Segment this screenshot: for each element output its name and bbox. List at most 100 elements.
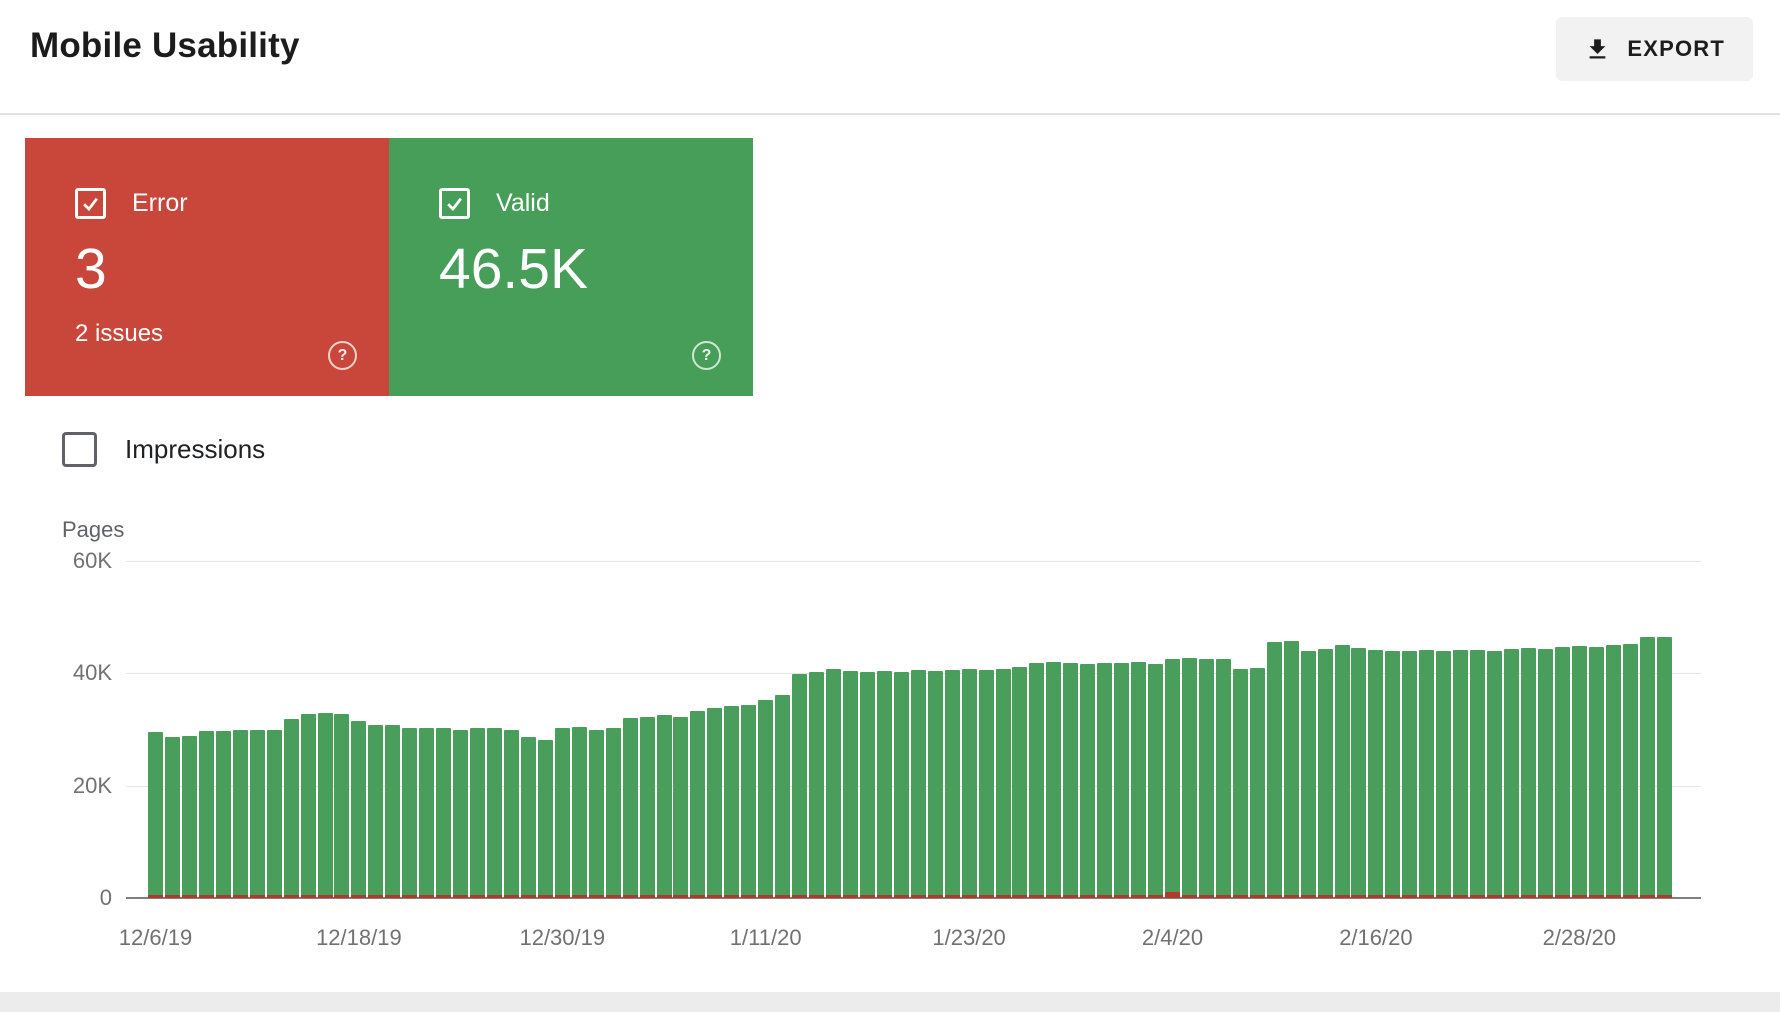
chart-bar[interactable] bbox=[1029, 663, 1045, 898]
chart-bar[interactable] bbox=[995, 668, 1011, 898]
chart-bar[interactable] bbox=[1148, 663, 1164, 898]
chart-bar[interactable] bbox=[588, 729, 604, 898]
chart-bar[interactable] bbox=[198, 730, 214, 898]
chart-bar[interactable] bbox=[419, 728, 435, 898]
export-button[interactable]: EXPORT bbox=[1556, 17, 1753, 81]
chart-bar[interactable] bbox=[232, 730, 248, 898]
chart-bar[interactable] bbox=[1453, 650, 1469, 898]
chart-bar[interactable] bbox=[792, 674, 808, 898]
chart-bar[interactable] bbox=[842, 670, 858, 898]
chart-bar[interactable] bbox=[859, 671, 875, 898]
chart-bar[interactable] bbox=[639, 716, 655, 898]
chart-bar[interactable] bbox=[503, 729, 519, 898]
chart-bar[interactable] bbox=[724, 705, 740, 898]
chart-bar[interactable] bbox=[436, 728, 452, 898]
chart-bar[interactable] bbox=[1266, 642, 1282, 898]
chart-bar[interactable] bbox=[1114, 663, 1130, 898]
chart-bar[interactable] bbox=[673, 717, 689, 898]
chart-bar[interactable] bbox=[961, 669, 977, 898]
chart-bar[interactable] bbox=[1385, 650, 1401, 898]
valid-card[interactable]: Valid 46.5K ? bbox=[389, 138, 753, 396]
chart-bar[interactable] bbox=[622, 718, 638, 898]
chart-bar[interactable] bbox=[809, 672, 825, 898]
error-card[interactable]: Error 3 2 issues ? bbox=[25, 138, 389, 396]
chart-bar-error-segment bbox=[181, 894, 197, 898]
chart-bar[interactable] bbox=[1605, 645, 1621, 898]
chart-bar[interactable] bbox=[148, 732, 163, 898]
chart-bar[interactable] bbox=[487, 728, 502, 898]
chart-bar[interactable] bbox=[368, 725, 384, 898]
chart-bar[interactable] bbox=[910, 669, 926, 898]
impressions-toggle[interactable]: Impressions bbox=[62, 432, 265, 467]
chart-bar[interactable] bbox=[741, 704, 757, 898]
chart-bar[interactable] bbox=[215, 730, 231, 898]
chart-bar[interactable] bbox=[1317, 649, 1333, 898]
chart-bar[interactable] bbox=[453, 729, 469, 898]
chart-bar[interactable] bbox=[334, 713, 350, 898]
chart-bar[interactable] bbox=[893, 671, 909, 898]
chart-bar[interactable] bbox=[1520, 648, 1536, 898]
chart-bar[interactable] bbox=[249, 729, 265, 898]
valid-help-icon[interactable]: ? bbox=[692, 341, 721, 370]
chart-bar[interactable] bbox=[164, 737, 180, 898]
chart-bar[interactable] bbox=[775, 694, 791, 898]
chart-bar[interactable] bbox=[1554, 647, 1570, 898]
chart-bar[interactable] bbox=[1334, 645, 1350, 898]
chart-bar[interactable] bbox=[520, 736, 536, 898]
chart-bar[interactable] bbox=[1046, 662, 1062, 898]
chart-bar[interactable] bbox=[1656, 636, 1672, 898]
chart-bar[interactable] bbox=[283, 719, 299, 898]
chart-bar[interactable] bbox=[1215, 658, 1231, 898]
chart-bar[interactable] bbox=[1232, 669, 1248, 898]
chart-bar[interactable] bbox=[1436, 650, 1452, 898]
chart-bar[interactable] bbox=[402, 727, 418, 898]
chart-bar[interactable] bbox=[1300, 650, 1316, 898]
chart-bar[interactable] bbox=[1181, 657, 1197, 898]
chart-bar[interactable] bbox=[181, 736, 197, 898]
chart-bar[interactable] bbox=[1588, 647, 1604, 898]
chart-bar[interactable] bbox=[1165, 659, 1180, 898]
chart-bar[interactable] bbox=[1080, 663, 1096, 898]
chart-bar[interactable] bbox=[758, 699, 774, 898]
chart-bar[interactable] bbox=[1283, 641, 1299, 898]
chart-bar[interactable] bbox=[1249, 667, 1265, 898]
chart-bar[interactable] bbox=[1402, 650, 1418, 898]
chart-bar[interactable] bbox=[1419, 649, 1435, 898]
chart-bar[interactable] bbox=[656, 715, 672, 898]
chart-bar[interactable] bbox=[1537, 649, 1553, 898]
chart-bar[interactable] bbox=[1504, 649, 1519, 898]
chart-bar[interactable] bbox=[1571, 646, 1587, 898]
chart-bar[interactable] bbox=[554, 727, 570, 898]
impressions-checkbox[interactable] bbox=[62, 432, 97, 467]
valid-checkbox-checked-icon[interactable] bbox=[439, 188, 470, 219]
chart-bar[interactable] bbox=[470, 728, 486, 898]
chart-bar[interactable] bbox=[1368, 649, 1384, 898]
chart-bar[interactable] bbox=[1063, 663, 1079, 898]
chart-bar[interactable] bbox=[1097, 663, 1113, 898]
chart-bar[interactable] bbox=[1198, 659, 1214, 898]
chart-bar[interactable] bbox=[351, 721, 367, 898]
chart-bar[interactable] bbox=[266, 729, 282, 898]
chart-bar[interactable] bbox=[1131, 662, 1147, 898]
chart-bar[interactable] bbox=[317, 712, 333, 898]
chart-bar[interactable] bbox=[385, 725, 401, 898]
chart-bar[interactable] bbox=[944, 669, 960, 898]
chart-bar[interactable] bbox=[826, 669, 841, 898]
chart-bar[interactable] bbox=[300, 713, 316, 898]
chart-bar[interactable] bbox=[1487, 650, 1503, 898]
chart-bar[interactable] bbox=[1470, 649, 1486, 898]
chart-bar[interactable] bbox=[571, 726, 587, 898]
chart-bar[interactable] bbox=[537, 739, 553, 898]
chart-bar[interactable] bbox=[876, 670, 892, 898]
error-checkbox-checked-icon[interactable] bbox=[75, 188, 106, 219]
chart-bar[interactable] bbox=[978, 669, 994, 898]
chart-bar[interactable] bbox=[927, 671, 943, 898]
chart-bar[interactable] bbox=[605, 728, 621, 898]
chart-bar[interactable] bbox=[1012, 666, 1028, 898]
chart-bar[interactable] bbox=[707, 708, 723, 898]
chart-bar[interactable] bbox=[1351, 648, 1367, 898]
chart-bar[interactable] bbox=[1639, 636, 1655, 898]
chart-bar[interactable] bbox=[1622, 643, 1638, 898]
error-help-icon[interactable]: ? bbox=[328, 341, 357, 370]
chart-bar[interactable] bbox=[690, 710, 706, 898]
